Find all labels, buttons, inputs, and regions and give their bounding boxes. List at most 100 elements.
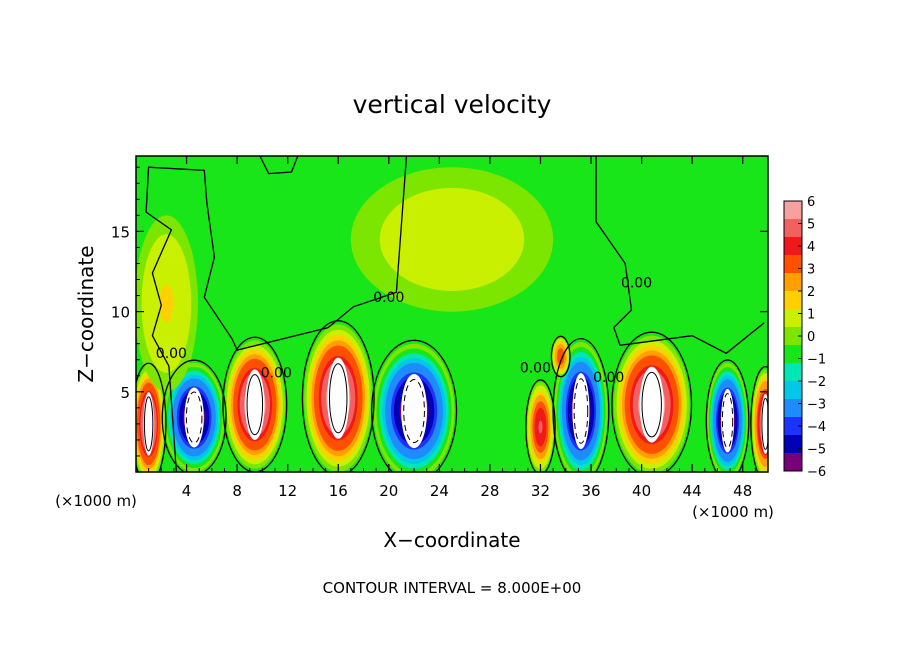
velocity-core xyxy=(184,387,204,448)
y-axis-label: Z−coordinate xyxy=(74,245,98,382)
colorbar-tick-label: 4 xyxy=(807,240,815,255)
velocity-cell xyxy=(163,362,225,472)
colorbar-tick-label: 6 xyxy=(807,195,815,210)
colorbar-swatch xyxy=(784,237,802,256)
colorbar-tick-label: 5 xyxy=(807,218,815,233)
colorbar-tick-label: −5 xyxy=(807,443,826,458)
zero-contour xyxy=(222,336,288,472)
colorbar-tick-label: 2 xyxy=(807,285,815,300)
colorbar-tick-label: −2 xyxy=(807,375,826,390)
colorbar-swatch xyxy=(784,309,802,328)
velocity-band xyxy=(444,234,460,245)
velocity-cell xyxy=(224,340,286,469)
colorbar-tick-label: −1 xyxy=(807,353,826,368)
velocity-band xyxy=(539,423,542,431)
zero-contour xyxy=(550,335,571,378)
contour-label: 0.00 xyxy=(593,370,624,386)
y-tick-label: 15 xyxy=(111,223,130,241)
x-tick-label: 16 xyxy=(329,482,348,500)
velocity-core xyxy=(327,357,350,439)
colorbar-swatch xyxy=(784,363,802,382)
x-tick-label: 40 xyxy=(632,482,651,500)
zero-contour xyxy=(552,337,610,472)
contour-labels: 0.00 0.00 0.00 0.00 0.00 0.00 xyxy=(156,276,652,387)
contour-label: 0.00 xyxy=(156,346,187,362)
x-tick-label: 36 xyxy=(581,482,600,500)
colorbar-swatch xyxy=(784,345,802,364)
velocity-core xyxy=(143,392,154,456)
colorbar-tick-label: 3 xyxy=(807,263,815,278)
velocity-band xyxy=(164,297,169,310)
plot-area xyxy=(136,156,768,472)
colorbar-swatch xyxy=(784,327,802,346)
core-contour xyxy=(641,371,662,438)
zero-contour xyxy=(161,359,227,472)
x-tick-label: 48 xyxy=(733,482,752,500)
colorbar-swatch xyxy=(784,291,802,310)
velocity-cell xyxy=(136,366,166,472)
x-tick-label: 20 xyxy=(379,482,398,500)
velocity-field xyxy=(136,167,768,472)
colorbar-swatch xyxy=(784,399,802,418)
zero-contour xyxy=(750,365,768,472)
y-tick-label: 5 xyxy=(120,384,130,402)
zero-contour-line xyxy=(595,156,765,355)
velocity-core xyxy=(572,373,590,449)
core-contour xyxy=(143,396,154,452)
contour-interval-note: CONTOUR INTERVAL = 8.000E+00 xyxy=(323,579,582,597)
colorbar-swatch xyxy=(784,381,802,400)
velocity-cell xyxy=(613,335,690,472)
chart-title: vertical velocity xyxy=(353,90,552,119)
x-axis: 4 8 12 16 20 24 28 32 36 40 44 48 xyxy=(148,156,756,500)
x-tick-label: 12 xyxy=(278,482,297,500)
velocity-cell xyxy=(707,362,748,472)
colorbar-swatch xyxy=(784,219,802,238)
zero-contour-line xyxy=(259,156,299,175)
colorbar: 6 5 4 3 2 1 0 −1 −2 −3 −4 −5 −6 xyxy=(783,195,826,480)
zero-contour xyxy=(525,379,556,472)
colorbar-tick-label: 0 xyxy=(807,330,815,345)
x-tick-label: 24 xyxy=(430,482,449,500)
velocity-cell xyxy=(304,324,373,472)
zero-contour xyxy=(705,359,750,472)
core-contour xyxy=(185,391,203,444)
zero-contour xyxy=(301,320,375,472)
contour-label: 0.00 xyxy=(261,365,292,381)
x-tick-label: 32 xyxy=(531,482,550,500)
velocity-cell xyxy=(554,342,608,472)
velocity-core xyxy=(401,373,428,449)
y-tick-label: 10 xyxy=(111,304,130,322)
velocity-core xyxy=(721,388,735,453)
core-contour xyxy=(761,397,768,450)
contour-label: 0.00 xyxy=(373,290,404,306)
x-tick-label: 4 xyxy=(182,482,192,500)
velocity-cell xyxy=(350,167,554,312)
velocity-cell xyxy=(751,369,768,472)
colorbar-tick-label: −3 xyxy=(807,398,826,413)
core-contour xyxy=(403,379,425,444)
contour-label: 0.00 xyxy=(621,276,652,292)
velocity-cell xyxy=(551,337,570,376)
contour-label: 0.00 xyxy=(520,361,551,377)
colorbar-tick-label: −4 xyxy=(807,420,826,435)
colorbar-swatch xyxy=(784,453,802,472)
velocity-cell xyxy=(373,343,455,472)
velocity-cell xyxy=(526,382,555,472)
x-tick-label: 44 xyxy=(683,482,702,500)
colorbar-swatch xyxy=(784,255,802,274)
x-axis-label: X−coordinate xyxy=(383,528,520,552)
zero-contours xyxy=(136,156,768,472)
zero-contour xyxy=(136,362,167,472)
x-unit-left: (×1000 m) xyxy=(55,492,137,510)
zero-contour xyxy=(370,339,458,472)
x-unit-right: (×1000 m) xyxy=(692,503,774,521)
zero-contour xyxy=(611,331,693,472)
x-tick-label: 28 xyxy=(480,482,499,500)
x-tick-label: 8 xyxy=(232,482,242,500)
velocity-core xyxy=(245,369,265,440)
velocity-band xyxy=(560,355,562,358)
colorbar-swatch xyxy=(784,201,802,220)
colorbar-swatch xyxy=(784,273,802,292)
colorbar-tick-label: 1 xyxy=(807,308,815,323)
